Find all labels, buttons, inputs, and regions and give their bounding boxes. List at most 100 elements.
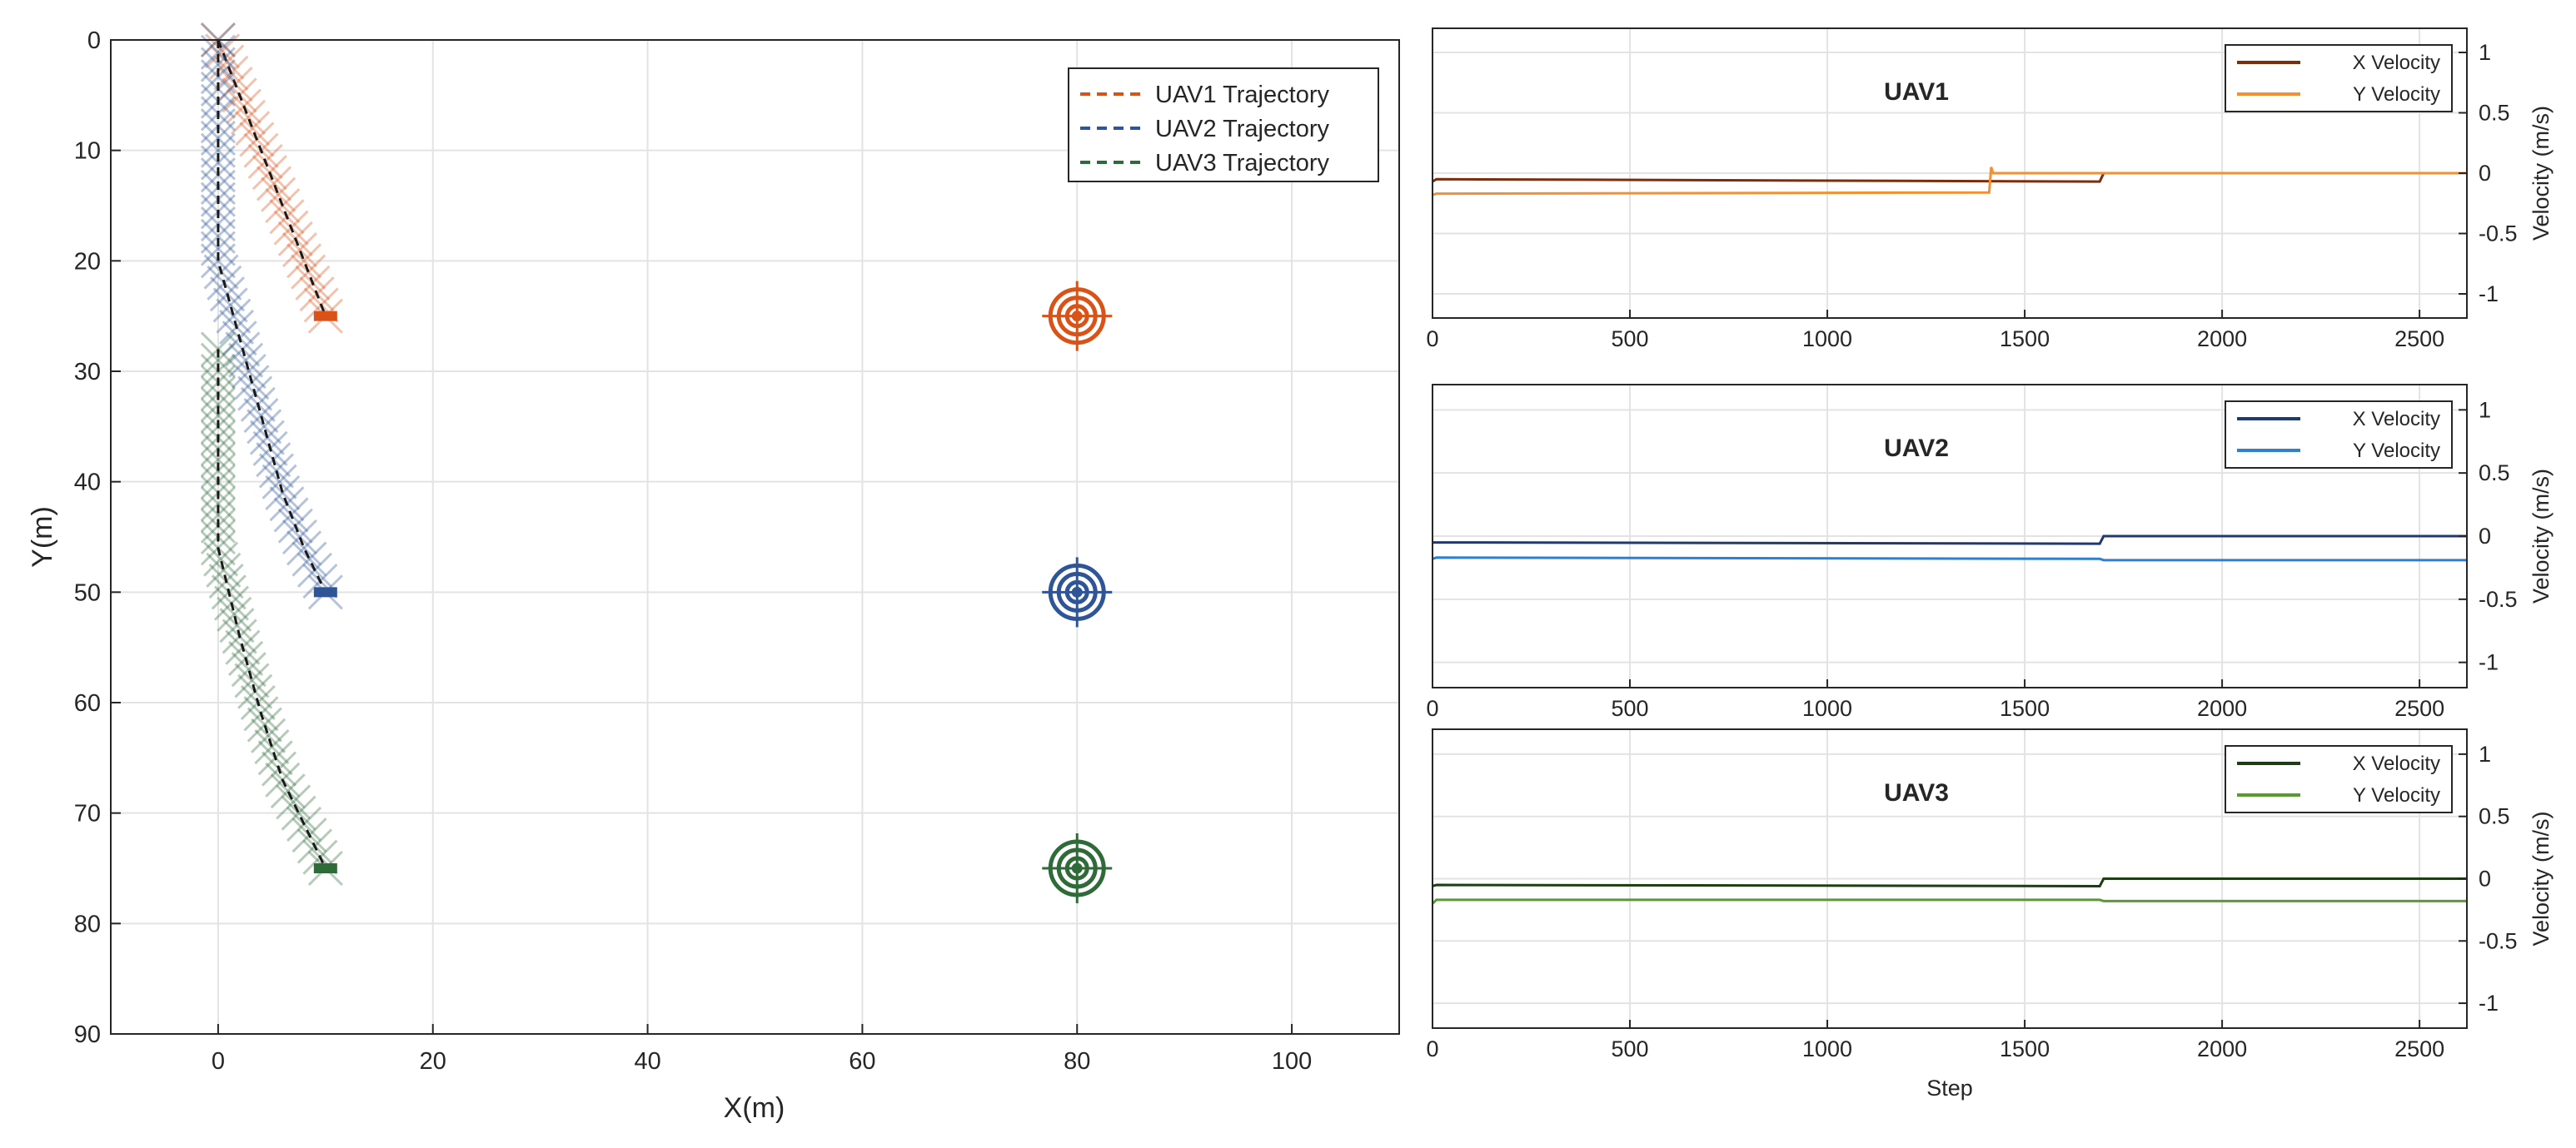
y-axis-label: Velocity (m/s) <box>2529 469 2554 604</box>
uav-marker-arm <box>247 409 282 445</box>
x-tick-label: 1500 <box>2000 1036 2050 1061</box>
uav-marker-arm <box>212 287 248 323</box>
uav-marker-arm <box>276 784 311 820</box>
uav-marker-arm <box>235 111 271 147</box>
y-tick-label: 0 <box>2479 161 2491 186</box>
uav-marker-arm <box>286 243 322 279</box>
y-tick-label: 1 <box>2479 742 2491 767</box>
x-axis-label: Step <box>1926 1076 1973 1101</box>
y-tick-label: 40 <box>74 470 101 496</box>
uav-marker-arm <box>200 386 236 422</box>
uav-marker-arm <box>243 398 279 434</box>
x-tick-label: 80 <box>1064 1048 1090 1075</box>
legend-label: X Velocity <box>2353 408 2440 430</box>
uav-final-marker <box>313 311 337 321</box>
uav-marker-arm <box>200 34 236 70</box>
uav-marker-arm <box>200 231 236 266</box>
legend-label: Y Velocity <box>2353 784 2440 807</box>
uav-marker-arm <box>270 773 306 809</box>
uav-marker-arm <box>258 453 294 489</box>
uav-marker-arm <box>200 243 236 279</box>
y-tick-label: 0.5 <box>2479 101 2510 126</box>
y-tick-label: 0.5 <box>2479 460 2510 485</box>
uav-marker-arm <box>200 47 236 82</box>
x-tick-label: 1500 <box>2000 326 2050 351</box>
uav-marker-arm <box>247 707 282 743</box>
uav-marker-arm <box>265 475 301 510</box>
panel-title: UAV1 <box>1884 78 1949 106</box>
uav-marker-arm <box>235 111 271 147</box>
velocity-plot-uav1: 0 500 1000 1500 2000 2500 -1 -0.5 0 0.5 1 Velocity … <box>1426 27 2554 351</box>
uav-marker-arm <box>209 44 245 80</box>
uav2-trajectory-line <box>217 40 327 593</box>
y-tick-label: -0.5 <box>2479 928 2518 953</box>
uav-marker-arm <box>203 541 239 577</box>
y-tick-label: -1 <box>2479 991 2499 1016</box>
x-axis-label: X(m) <box>724 1092 785 1124</box>
y-tick-label: 80 <box>74 911 101 937</box>
x-tick-label: 100 <box>1272 1048 1312 1075</box>
legend: X Velocity Y Velocity <box>2225 745 2453 813</box>
uav-marker-arm <box>200 497 236 533</box>
legend-label: X Velocity <box>2353 52 2440 74</box>
uav-marker-arm <box>209 44 245 80</box>
uav-marker-arm <box>200 132 236 168</box>
uav-marker-arm <box>291 541 327 577</box>
uav-marker-arm <box>203 541 239 577</box>
velocity-plot-uav3: 0 500 1000 1500 2000 2500 -1 -0.5 0 0.5 1 Velocity … <box>1426 728 2554 1101</box>
uav-marker-arm <box>291 541 327 577</box>
x-tick-label: 0 <box>1426 1036 1438 1061</box>
uav2-target-icon <box>1042 557 1113 628</box>
x-tick-label: 2000 <box>2197 326 2247 351</box>
uav-marker-arm <box>200 132 236 168</box>
panel-title: UAV2 <box>1884 435 1949 462</box>
uav-marker-arm <box>231 652 267 688</box>
x-tick-label: 2500 <box>2394 326 2444 351</box>
uav-marker-arm <box>206 552 242 588</box>
y-tick-label: 20 <box>74 248 101 275</box>
uav-marker-arm <box>282 519 317 555</box>
uav1-target-icon <box>1042 281 1113 351</box>
y-tick-label: 60 <box>74 690 101 717</box>
legend-label: UAV1 Trajectory <box>1155 82 1329 108</box>
uav-marker-arm <box>254 729 290 765</box>
uav1-trajectory-line <box>217 39 327 317</box>
x-tick-label: 1500 <box>2000 696 2050 721</box>
x-tick-label: 20 <box>420 1048 446 1075</box>
axes-frame <box>110 39 1400 1035</box>
uav3-target-icon <box>1042 833 1113 903</box>
legend-box <box>2225 44 2453 112</box>
series-line-x-velocity <box>1432 534 2467 545</box>
uav-marker-arm <box>200 218 236 254</box>
y-axis-label: Velocity (m/s) <box>2529 811 2554 946</box>
uav-marker-arm <box>200 342 236 378</box>
y-tick-label: 1 <box>2479 397 2491 422</box>
legend: X Velocity Y Velocity <box>2225 44 2453 112</box>
uav-marker-arm <box>200 59 236 95</box>
uav-marker-arm <box>200 342 236 378</box>
uav-marker-arm <box>219 608 255 644</box>
legend-label: Y Velocity <box>2353 440 2440 462</box>
uav-marker-arm <box>286 243 322 279</box>
y-tick-label: -1 <box>2479 650 2499 675</box>
uav-marker-arm <box>234 663 270 698</box>
velocity-plot-uav2: 0 500 1000 1500 2000 2500 -1 -0.5 0 0.5 1 Velocity … <box>1426 384 2554 721</box>
uav-marker-arm <box>228 342 264 378</box>
uav-marker-arm <box>256 166 292 201</box>
y-tick-label: 90 <box>74 1021 101 1048</box>
trajectory-plot: 0 20 40 60 80 100 0 10 20 30 40 50 60 70 80 90 X(m) Y(m) U… <box>27 22 1400 1124</box>
uav-marker-arm <box>217 596 252 632</box>
uav-marker-arm <box>200 386 236 422</box>
y-tick-label: 50 <box>74 579 101 606</box>
uav-marker-arm <box>262 464 297 499</box>
legend: UAV1 Trajectory UAV2 Trajectory UAV3 Traje… <box>1068 67 1379 182</box>
uav-marker-arm <box>200 218 236 254</box>
series-line-y-velocity <box>1431 898 2467 905</box>
x-tick-label: 500 <box>1611 326 1648 351</box>
uav-marker-arm <box>230 99 267 135</box>
uav-marker-arm <box>216 298 252 334</box>
y-tick-label: 0 <box>2479 867 2491 892</box>
legend-label: UAV3 Trajectory <box>1155 150 1329 176</box>
y-tick-label: 10 <box>74 138 101 165</box>
uav-marker-arm <box>256 166 292 201</box>
